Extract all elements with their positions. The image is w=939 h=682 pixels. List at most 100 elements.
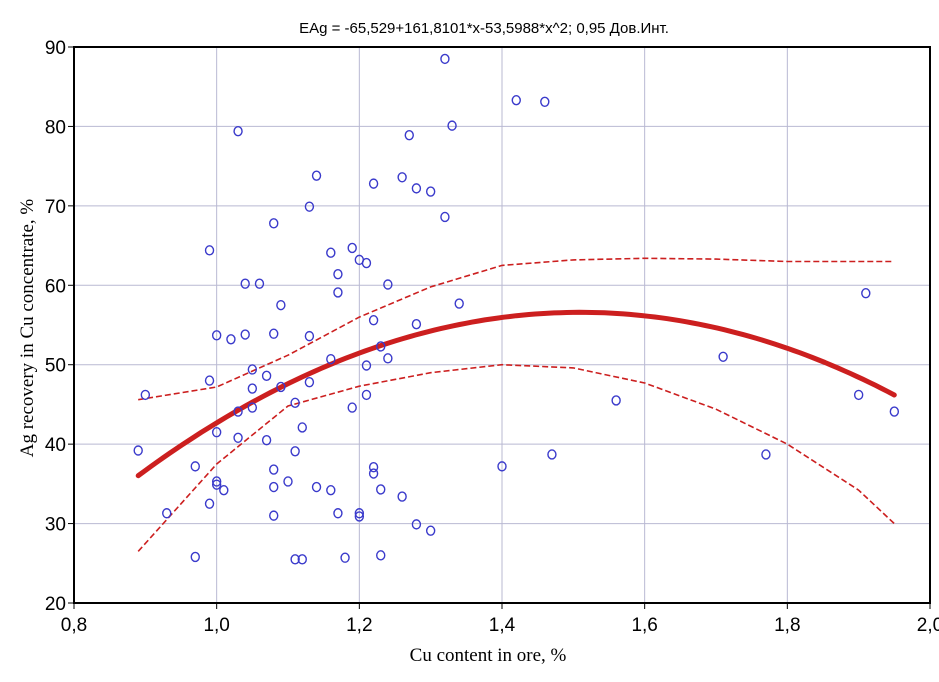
data-point bbox=[304, 376, 315, 388]
data-point bbox=[276, 381, 286, 393]
data-point bbox=[219, 485, 229, 496]
data-point bbox=[347, 402, 357, 413]
data-point bbox=[861, 288, 871, 299]
data-point bbox=[269, 510, 279, 521]
y-tick-label: 70 bbox=[45, 197, 66, 218]
data-point bbox=[440, 53, 450, 65]
x-tick-label: 2,0 bbox=[917, 615, 939, 636]
data-point bbox=[311, 481, 322, 493]
y-tick-label: 40 bbox=[45, 435, 66, 456]
data-point bbox=[269, 464, 279, 475]
x-tick-label: 0,8 bbox=[61, 615, 87, 636]
data-point bbox=[889, 406, 900, 417]
data-point bbox=[261, 434, 272, 446]
data-point bbox=[340, 552, 350, 563]
x-tick-label: 1,8 bbox=[774, 615, 800, 636]
data-point bbox=[376, 484, 386, 495]
data-point bbox=[233, 432, 243, 443]
axis-ticks: 0,8 1,0 1,2 1,4 1,6 1,8 2,0 20 30 40 50 60 70 80 90 bbox=[45, 38, 939, 636]
data-point bbox=[611, 395, 621, 406]
y-axis-label: Ag recovery in Cu concentrate, % bbox=[17, 199, 38, 458]
data-point bbox=[162, 508, 172, 519]
data-point bbox=[361, 389, 372, 401]
data-point bbox=[383, 353, 393, 364]
data-point bbox=[290, 446, 300, 457]
data-point bbox=[440, 211, 450, 223]
y-tick-label: 50 bbox=[45, 356, 66, 377]
data-point bbox=[354, 511, 365, 522]
data-point bbox=[290, 397, 300, 409]
data-point bbox=[368, 461, 379, 473]
data-point bbox=[140, 389, 151, 401]
data-point bbox=[326, 485, 336, 496]
data-point bbox=[454, 298, 464, 309]
data-point bbox=[190, 461, 200, 472]
data-point bbox=[361, 257, 372, 269]
data-point bbox=[133, 445, 143, 456]
data-point bbox=[333, 268, 343, 280]
data-point bbox=[304, 330, 315, 342]
upper-confidence-band bbox=[138, 257, 895, 401]
data-point bbox=[240, 329, 250, 340]
data-point bbox=[297, 554, 307, 565]
x-tick-label: 1,2 bbox=[346, 615, 372, 636]
data-point bbox=[204, 498, 215, 509]
data-point bbox=[761, 449, 771, 460]
data-point bbox=[211, 476, 222, 487]
data-point bbox=[376, 550, 386, 561]
data-point bbox=[425, 186, 436, 197]
regression-fit bbox=[135, 309, 897, 479]
grid bbox=[73, 46, 931, 604]
data-point bbox=[354, 508, 365, 519]
data-point bbox=[326, 353, 336, 365]
data-point bbox=[311, 170, 322, 181]
data-point bbox=[376, 341, 386, 352]
data-point bbox=[447, 120, 457, 131]
data-point bbox=[347, 242, 357, 254]
fitted-curve bbox=[135, 309, 897, 479]
data-point bbox=[269, 481, 279, 493]
data-point bbox=[397, 491, 407, 502]
confidence-bands bbox=[137, 257, 895, 552]
x-tick-label: 1,0 bbox=[203, 615, 229, 636]
y-tick-label: 80 bbox=[45, 117, 66, 138]
data-point bbox=[425, 525, 436, 536]
data-point bbox=[247, 402, 258, 413]
data-point bbox=[718, 351, 728, 362]
data-point bbox=[361, 360, 372, 371]
data-point bbox=[368, 468, 379, 479]
data-point bbox=[261, 370, 272, 382]
data-point bbox=[269, 328, 279, 339]
data-point bbox=[204, 245, 215, 256]
lower-confidence-band bbox=[137, 363, 895, 552]
data-point bbox=[254, 278, 265, 289]
data-point bbox=[247, 364, 258, 375]
data-point bbox=[204, 375, 215, 386]
data-point bbox=[383, 279, 393, 290]
data-point bbox=[233, 406, 243, 417]
x-axis-label: Cu content in ore, % bbox=[410, 645, 567, 666]
data-point bbox=[269, 218, 279, 229]
y-tick-label: 20 bbox=[45, 594, 66, 615]
data-point bbox=[326, 247, 336, 258]
data-points bbox=[133, 53, 900, 565]
data-point bbox=[333, 508, 343, 519]
data-point bbox=[411, 183, 422, 194]
data-point bbox=[190, 551, 200, 563]
x-tick-label: 1,6 bbox=[631, 615, 657, 636]
data-point bbox=[226, 334, 236, 345]
data-point bbox=[511, 95, 521, 106]
data-point bbox=[240, 278, 250, 289]
data-point bbox=[853, 389, 864, 401]
data-point bbox=[304, 201, 315, 212]
data-point bbox=[247, 383, 258, 394]
data-point bbox=[547, 449, 557, 460]
data-point bbox=[497, 461, 507, 472]
data-point bbox=[411, 319, 422, 330]
y-tick-label: 90 bbox=[45, 38, 66, 59]
data-point bbox=[233, 125, 243, 137]
data-point bbox=[211, 330, 222, 341]
data-point bbox=[368, 178, 379, 189]
